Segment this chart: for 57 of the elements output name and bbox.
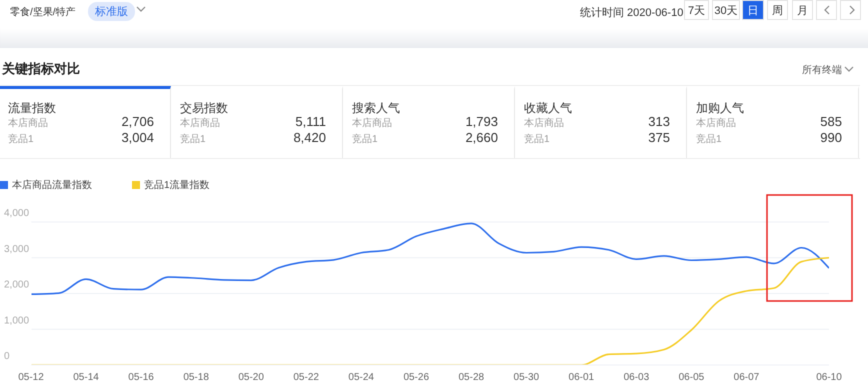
x-tick-label: 06-05 — [678, 372, 705, 384]
x-tick-label: 05-28 — [458, 372, 484, 384]
text: 5,111 — [295, 114, 326, 129]
text: 本店商品 — [352, 116, 392, 130]
x-tick-label: 05-14 — [73, 372, 100, 384]
x-tick-label: 05-18 — [183, 372, 210, 384]
text: 竞品1 — [524, 132, 550, 146]
x-tick-label: 06-07 — [734, 372, 760, 384]
x-tick-label: 05-30 — [514, 372, 540, 384]
y-tick-label: 2,000 — [4, 280, 30, 290]
y-tick-label: 3,000 — [4, 244, 30, 255]
text: 1,793 — [465, 114, 498, 129]
text: 30天 — [712, 0, 740, 20]
text: 竞品1 — [352, 132, 378, 146]
text: 零食/坚果/特产 — [10, 6, 76, 19]
text: 375 — [648, 130, 670, 145]
x-tick-label: 05-12 — [18, 372, 44, 384]
text: 日 — [742, 0, 764, 20]
y-tick-label: 1,000 — [4, 315, 30, 326]
text: 周 — [767, 0, 788, 20]
text: 竞品1 — [180, 132, 206, 146]
text: 本店商品 — [524, 116, 564, 130]
x-tick-label: 06-01 — [568, 372, 595, 384]
legend-label: 本店商品流量指数 — [12, 180, 92, 191]
x-tick-label: 05-22 — [293, 372, 320, 384]
x-tick-label: 06-03 — [624, 372, 650, 384]
text: 所有终端 — [802, 64, 842, 77]
text: 本店商品 — [8, 116, 48, 130]
y-tick-label: 4,000 — [4, 208, 30, 219]
y-tick-label: 0 — [4, 351, 10, 362]
legend-label: 竞品1流量指数 — [144, 180, 210, 191]
x-tick-label: 05-16 — [128, 372, 154, 384]
text: 7天 — [684, 0, 709, 20]
text: 搜索人气 — [352, 100, 400, 117]
text: 收藏人气 — [524, 100, 572, 117]
text: 990 — [820, 130, 842, 145]
text: 本店商品 — [180, 116, 220, 130]
x-tick-label: 05-26 — [403, 372, 430, 384]
x-tick-label: 05-24 — [348, 372, 374, 384]
text: 关键指标对比 — [2, 60, 80, 78]
x-tick-label: 06-10 — [816, 372, 842, 384]
text: 竞品1 — [8, 132, 34, 146]
x-tick-label: 05-20 — [238, 372, 264, 384]
text: 月 — [792, 0, 813, 20]
text: 标准版 — [88, 2, 135, 21]
text: 统计时间 2020-06-10 — [580, 6, 684, 20]
text: 本店商品 — [696, 116, 736, 130]
text: 313 — [648, 114, 670, 129]
text: 竞品1 — [696, 132, 722, 146]
text: 加购人气 — [696, 100, 744, 117]
text: 585 — [820, 114, 842, 129]
text: 2,660 — [465, 130, 498, 145]
text: 2,706 — [121, 114, 154, 129]
text: 流量指数 — [8, 100, 56, 117]
text: 交易指数 — [180, 100, 228, 117]
text: 3,004 — [121, 130, 154, 145]
text: 8,420 — [293, 130, 326, 145]
